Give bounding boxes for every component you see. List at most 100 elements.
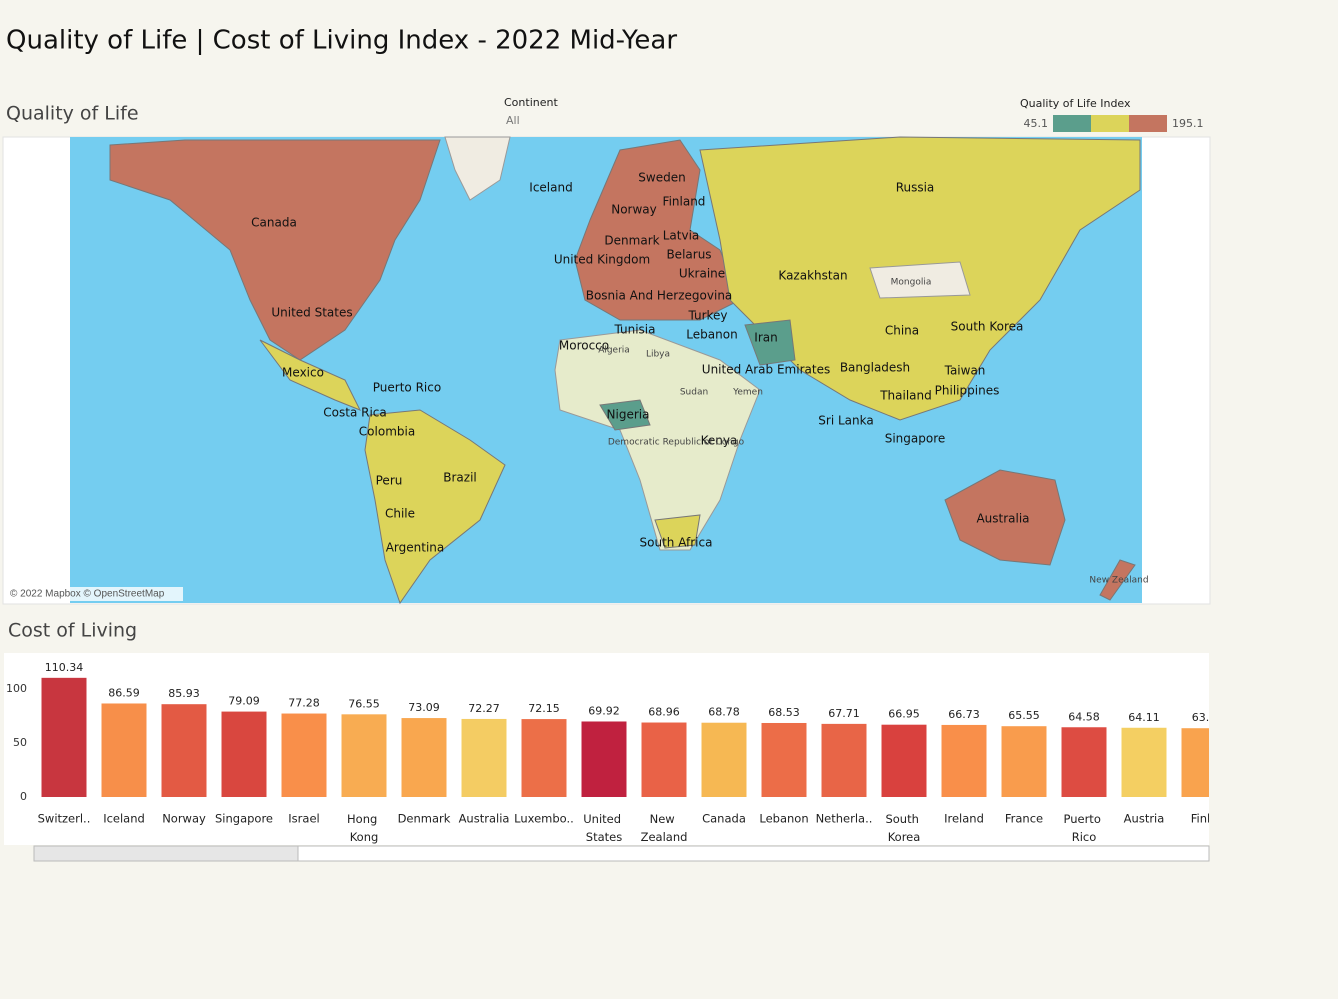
australia bbox=[944, 469, 1066, 566]
value-label: 85.93 bbox=[168, 687, 200, 700]
legend-swatch bbox=[1091, 115, 1129, 132]
filter-label: Continent bbox=[504, 96, 558, 109]
map: © 2022 Mapbox © OpenStreetMap bbox=[2, 136, 1211, 605]
country-label: Kenya bbox=[701, 434, 738, 448]
x-tick-label: Hong Kong bbox=[347, 812, 381, 844]
bar bbox=[581, 721, 627, 797]
bar bbox=[341, 714, 387, 797]
bar bbox=[701, 722, 747, 797]
filter-value[interactable]: All bbox=[506, 114, 520, 127]
country-label-minor: Mongolia bbox=[891, 278, 932, 288]
africa bbox=[554, 329, 761, 551]
bar-area: 110.34 Switzerl.. 86.59 Iceland 85.93 Norway 7… bbox=[38, 661, 1217, 844]
x-tick-label: South Korea bbox=[885, 812, 922, 844]
country-label: Chile bbox=[385, 507, 415, 521]
country-label: South Korea bbox=[951, 320, 1024, 334]
country-label-minor: Democratic Republic of Congo bbox=[608, 438, 745, 448]
value-label: 79.09 bbox=[228, 695, 260, 708]
x-tick-label: Denmark bbox=[398, 812, 451, 826]
iran bbox=[744, 319, 796, 366]
x-tick-label: France bbox=[1005, 812, 1043, 826]
bar bbox=[821, 723, 867, 797]
bar bbox=[101, 703, 147, 797]
value-label: 73.09 bbox=[408, 701, 440, 714]
bar bbox=[521, 719, 567, 797]
south-america bbox=[364, 409, 506, 605]
x-tick-label: Ireland bbox=[944, 812, 984, 826]
bar bbox=[641, 722, 687, 797]
country-label: Bangladesh bbox=[840, 361, 910, 375]
bar bbox=[1181, 728, 1209, 797]
country-label: Canada bbox=[251, 216, 297, 230]
x-tick-label: Puerto Rico bbox=[1063, 812, 1104, 844]
value-label: 64.11 bbox=[1128, 711, 1160, 724]
country-label: United Arab Emirates bbox=[702, 363, 830, 377]
country-label: United Kingdom bbox=[554, 253, 650, 267]
legend-swatch bbox=[1129, 115, 1167, 132]
bar bbox=[161, 704, 207, 797]
country-label: Tunisia bbox=[614, 323, 656, 337]
legend-max: 195.1 bbox=[1172, 117, 1204, 130]
x-tick-label: Iceland bbox=[103, 812, 145, 826]
country-label-minor: Sudan bbox=[680, 388, 708, 398]
south-africa bbox=[654, 514, 701, 549]
value-label: 86.59 bbox=[108, 686, 140, 699]
country-label: Puerto Rico bbox=[373, 381, 441, 395]
x-tick-label: Lebanon bbox=[759, 812, 808, 826]
chart-heading: Cost of Living bbox=[8, 620, 137, 642]
x-tick-label: Netherla.. bbox=[816, 812, 873, 826]
value-label: 63.7 bbox=[1192, 711, 1217, 724]
country-label: Singapore bbox=[885, 432, 946, 446]
y-tick-label: 100 bbox=[6, 682, 27, 695]
attribution-bg bbox=[7, 587, 183, 601]
bar bbox=[1061, 727, 1107, 797]
x-tick-label: United States bbox=[583, 812, 624, 844]
country-label: Nigeria bbox=[607, 408, 650, 422]
x-tick-label: Canada bbox=[702, 812, 746, 826]
value-label: 69.92 bbox=[588, 704, 620, 717]
bar bbox=[461, 718, 507, 797]
nigeria bbox=[599, 399, 651, 431]
x-tick-label: Israel bbox=[288, 812, 319, 826]
value-label: 66.73 bbox=[948, 708, 980, 721]
bar bbox=[881, 724, 927, 797]
country-label: Iran bbox=[754, 331, 777, 345]
country-label: Peru bbox=[376, 474, 403, 488]
country-label: Kazakhstan bbox=[778, 269, 847, 283]
bar bbox=[1001, 726, 1047, 797]
country-label: Norway bbox=[611, 203, 657, 217]
value-label: 72.27 bbox=[468, 702, 500, 715]
value-label: 64.58 bbox=[1068, 710, 1100, 723]
value-label: 77.28 bbox=[288, 697, 320, 710]
x-tick-label: Australia bbox=[459, 812, 510, 826]
country-label: Lebanon bbox=[686, 328, 737, 342]
country-label: Brazil bbox=[443, 471, 477, 485]
attribution[interactable]: © 2022 Mapbox © OpenStreetMap bbox=[10, 589, 165, 600]
x-tick-label: Austria bbox=[1124, 812, 1165, 826]
value-label: 67.71 bbox=[828, 707, 860, 720]
country-label: United States bbox=[271, 306, 352, 320]
greenland bbox=[444, 136, 511, 201]
value-label: 68.78 bbox=[708, 706, 740, 719]
y-tick-label: 0 bbox=[20, 790, 27, 803]
legend-min: 45.1 bbox=[1024, 117, 1049, 130]
country-label: Thailand bbox=[879, 389, 932, 403]
x-tick-label: Norway bbox=[162, 812, 206, 826]
country-label-minor: Libya bbox=[646, 350, 670, 360]
country-label-minor: Yemen bbox=[732, 388, 763, 398]
country-label: Mexico bbox=[282, 366, 324, 380]
value-label: 76.55 bbox=[348, 697, 380, 710]
value-label: 68.96 bbox=[648, 706, 680, 719]
bar bbox=[1121, 727, 1167, 797]
dashboard-title: Quality of Life | Cost of Living Index -… bbox=[6, 26, 677, 56]
bar bbox=[281, 713, 327, 797]
country-label: Sri Lanka bbox=[818, 414, 873, 428]
country-label: Ukraine bbox=[679, 267, 725, 281]
country-label: Philippines bbox=[935, 384, 1000, 398]
central-america bbox=[259, 339, 362, 411]
x-tick-label: Switzerl.. bbox=[38, 812, 91, 826]
scrollbar-thumb[interactable] bbox=[33, 845, 299, 862]
country-label: Finland bbox=[663, 195, 706, 209]
country-label-minor: Algeria bbox=[598, 346, 630, 356]
